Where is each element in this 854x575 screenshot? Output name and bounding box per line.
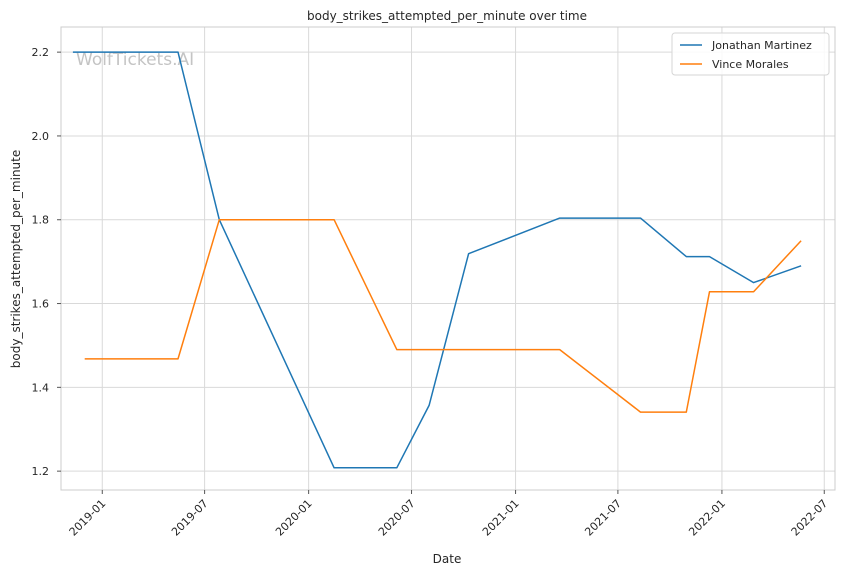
y-tick-label: 1.6 xyxy=(32,298,50,311)
x-axis-ticks: 2019-01 2019-07 2020-01 2020-07 2021-01 2021-… xyxy=(67,490,831,539)
legend: Jonathan Martinez Vince Morales xyxy=(671,32,830,76)
x-axis-label: Date xyxy=(433,552,462,566)
y-tick-label: 1.2 xyxy=(32,465,50,478)
x-tick-label: 2020-07 xyxy=(376,497,418,539)
y-tick-label: 2.2 xyxy=(32,46,50,59)
y-tick-label: 1.8 xyxy=(32,214,50,227)
x-tick-label: 2019-01 xyxy=(67,497,109,539)
watermark: WolfTickets.AI xyxy=(76,50,194,70)
x-tick-label: 2019-07 xyxy=(169,497,211,539)
x-tick-label: 2021-01 xyxy=(480,497,522,539)
legend-label-jonathan-martinez: Jonathan Martinez xyxy=(711,39,812,52)
y-axis-ticks: 1.2 1.4 1.6 1.8 2.0 2.2 xyxy=(32,46,61,478)
series-layer xyxy=(72,51,802,469)
legend-label-vince-morales: Vince Morales xyxy=(712,58,789,71)
grid-lines xyxy=(61,27,835,490)
y-axis-label: body_strikes_attempted_per_minute xyxy=(9,150,23,368)
x-tick-label: 2022-07 xyxy=(789,497,831,539)
x-tick-label: 2022-01 xyxy=(686,497,728,539)
y-tick-label: 1.4 xyxy=(32,381,50,394)
legend-box xyxy=(671,32,830,76)
series-line-jonathan-martinez xyxy=(72,51,802,469)
series-line-vince-morales xyxy=(84,218,802,413)
plot-area-frame xyxy=(60,26,836,491)
x-tick-label: 2020-01 xyxy=(273,497,315,539)
chart-title: body_strikes_attempted_per_minute over t… xyxy=(307,9,587,23)
x-tick-label: 2021-07 xyxy=(582,497,624,539)
y-tick-label: 2.0 xyxy=(32,130,50,143)
